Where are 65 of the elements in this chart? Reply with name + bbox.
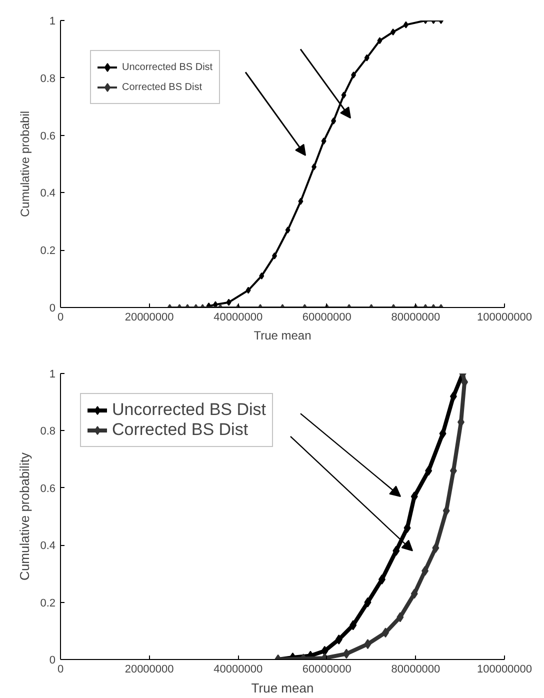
legend-label: Corrected BS Dist xyxy=(112,420,248,440)
y-tick-label: 0.4 xyxy=(40,188,56,200)
point xyxy=(410,588,418,599)
y-tick-label: 1 xyxy=(49,16,56,28)
x-tick-label: 80000000 xyxy=(391,664,440,676)
y-tick-label: 0.8 xyxy=(40,72,56,85)
y-tick-label: 0.6 xyxy=(40,130,56,142)
y-axis-title: Cumulative probabil xyxy=(18,110,32,218)
point xyxy=(259,272,264,280)
point xyxy=(350,620,357,630)
y-tick-label: 1 xyxy=(49,368,56,380)
point xyxy=(403,21,408,28)
point xyxy=(396,612,404,622)
point xyxy=(425,466,432,476)
point xyxy=(382,628,390,638)
x-tick-label: 100000000 xyxy=(476,312,532,324)
legend-label: Corrected BS Dist xyxy=(122,82,202,92)
legend-label: Uncorrected BS Dist xyxy=(112,400,266,420)
point xyxy=(321,138,326,145)
point xyxy=(450,391,457,402)
x-axis-title: True mean xyxy=(254,328,312,342)
point xyxy=(378,574,386,584)
point xyxy=(364,54,370,62)
x-tick-label: 0 xyxy=(57,664,64,676)
y-tick-label: 0 xyxy=(49,302,56,314)
y-tick-label: 0 xyxy=(49,654,56,666)
y-axis-title: Cumulative probability xyxy=(17,452,32,580)
point xyxy=(272,252,278,260)
point xyxy=(410,491,418,502)
y-tick-label: 0.2 xyxy=(40,597,56,610)
y-tick-label: 0.6 xyxy=(40,482,56,495)
x-tick-label: 20000000 xyxy=(124,664,174,676)
point xyxy=(439,428,446,439)
point xyxy=(392,546,400,556)
x-tick-label: 20000000 xyxy=(124,312,174,324)
x-tick-label: 100000000 xyxy=(476,664,532,676)
y-tick-label: 0.2 xyxy=(40,245,56,258)
x-tick-label: 60000000 xyxy=(302,664,352,676)
point xyxy=(422,566,429,576)
point xyxy=(285,226,290,234)
point xyxy=(432,542,440,553)
x-tick-label: 60000000 xyxy=(302,312,352,324)
point xyxy=(298,198,304,205)
point xyxy=(364,597,372,608)
point xyxy=(321,646,328,656)
point xyxy=(246,286,251,294)
point xyxy=(404,522,411,533)
legend-label: Uncorrected BS Dist xyxy=(122,62,213,72)
point xyxy=(331,117,336,124)
point xyxy=(335,634,342,644)
point xyxy=(351,72,356,79)
point xyxy=(364,639,372,650)
point xyxy=(390,28,396,36)
point xyxy=(312,163,317,170)
point xyxy=(377,37,382,44)
x-tick-label: 40000000 xyxy=(214,664,263,676)
x-axis-title: True mean xyxy=(251,680,314,696)
point xyxy=(341,92,346,99)
point xyxy=(342,648,350,659)
x-tick-label: 40000000 xyxy=(214,312,263,324)
point xyxy=(226,298,232,306)
y-tick-label: 0.8 xyxy=(40,426,56,438)
x-tick-label: 80000000 xyxy=(391,312,440,324)
x-tick-label: 0 xyxy=(57,312,64,324)
y-tick-label: 0.4 xyxy=(40,540,56,552)
